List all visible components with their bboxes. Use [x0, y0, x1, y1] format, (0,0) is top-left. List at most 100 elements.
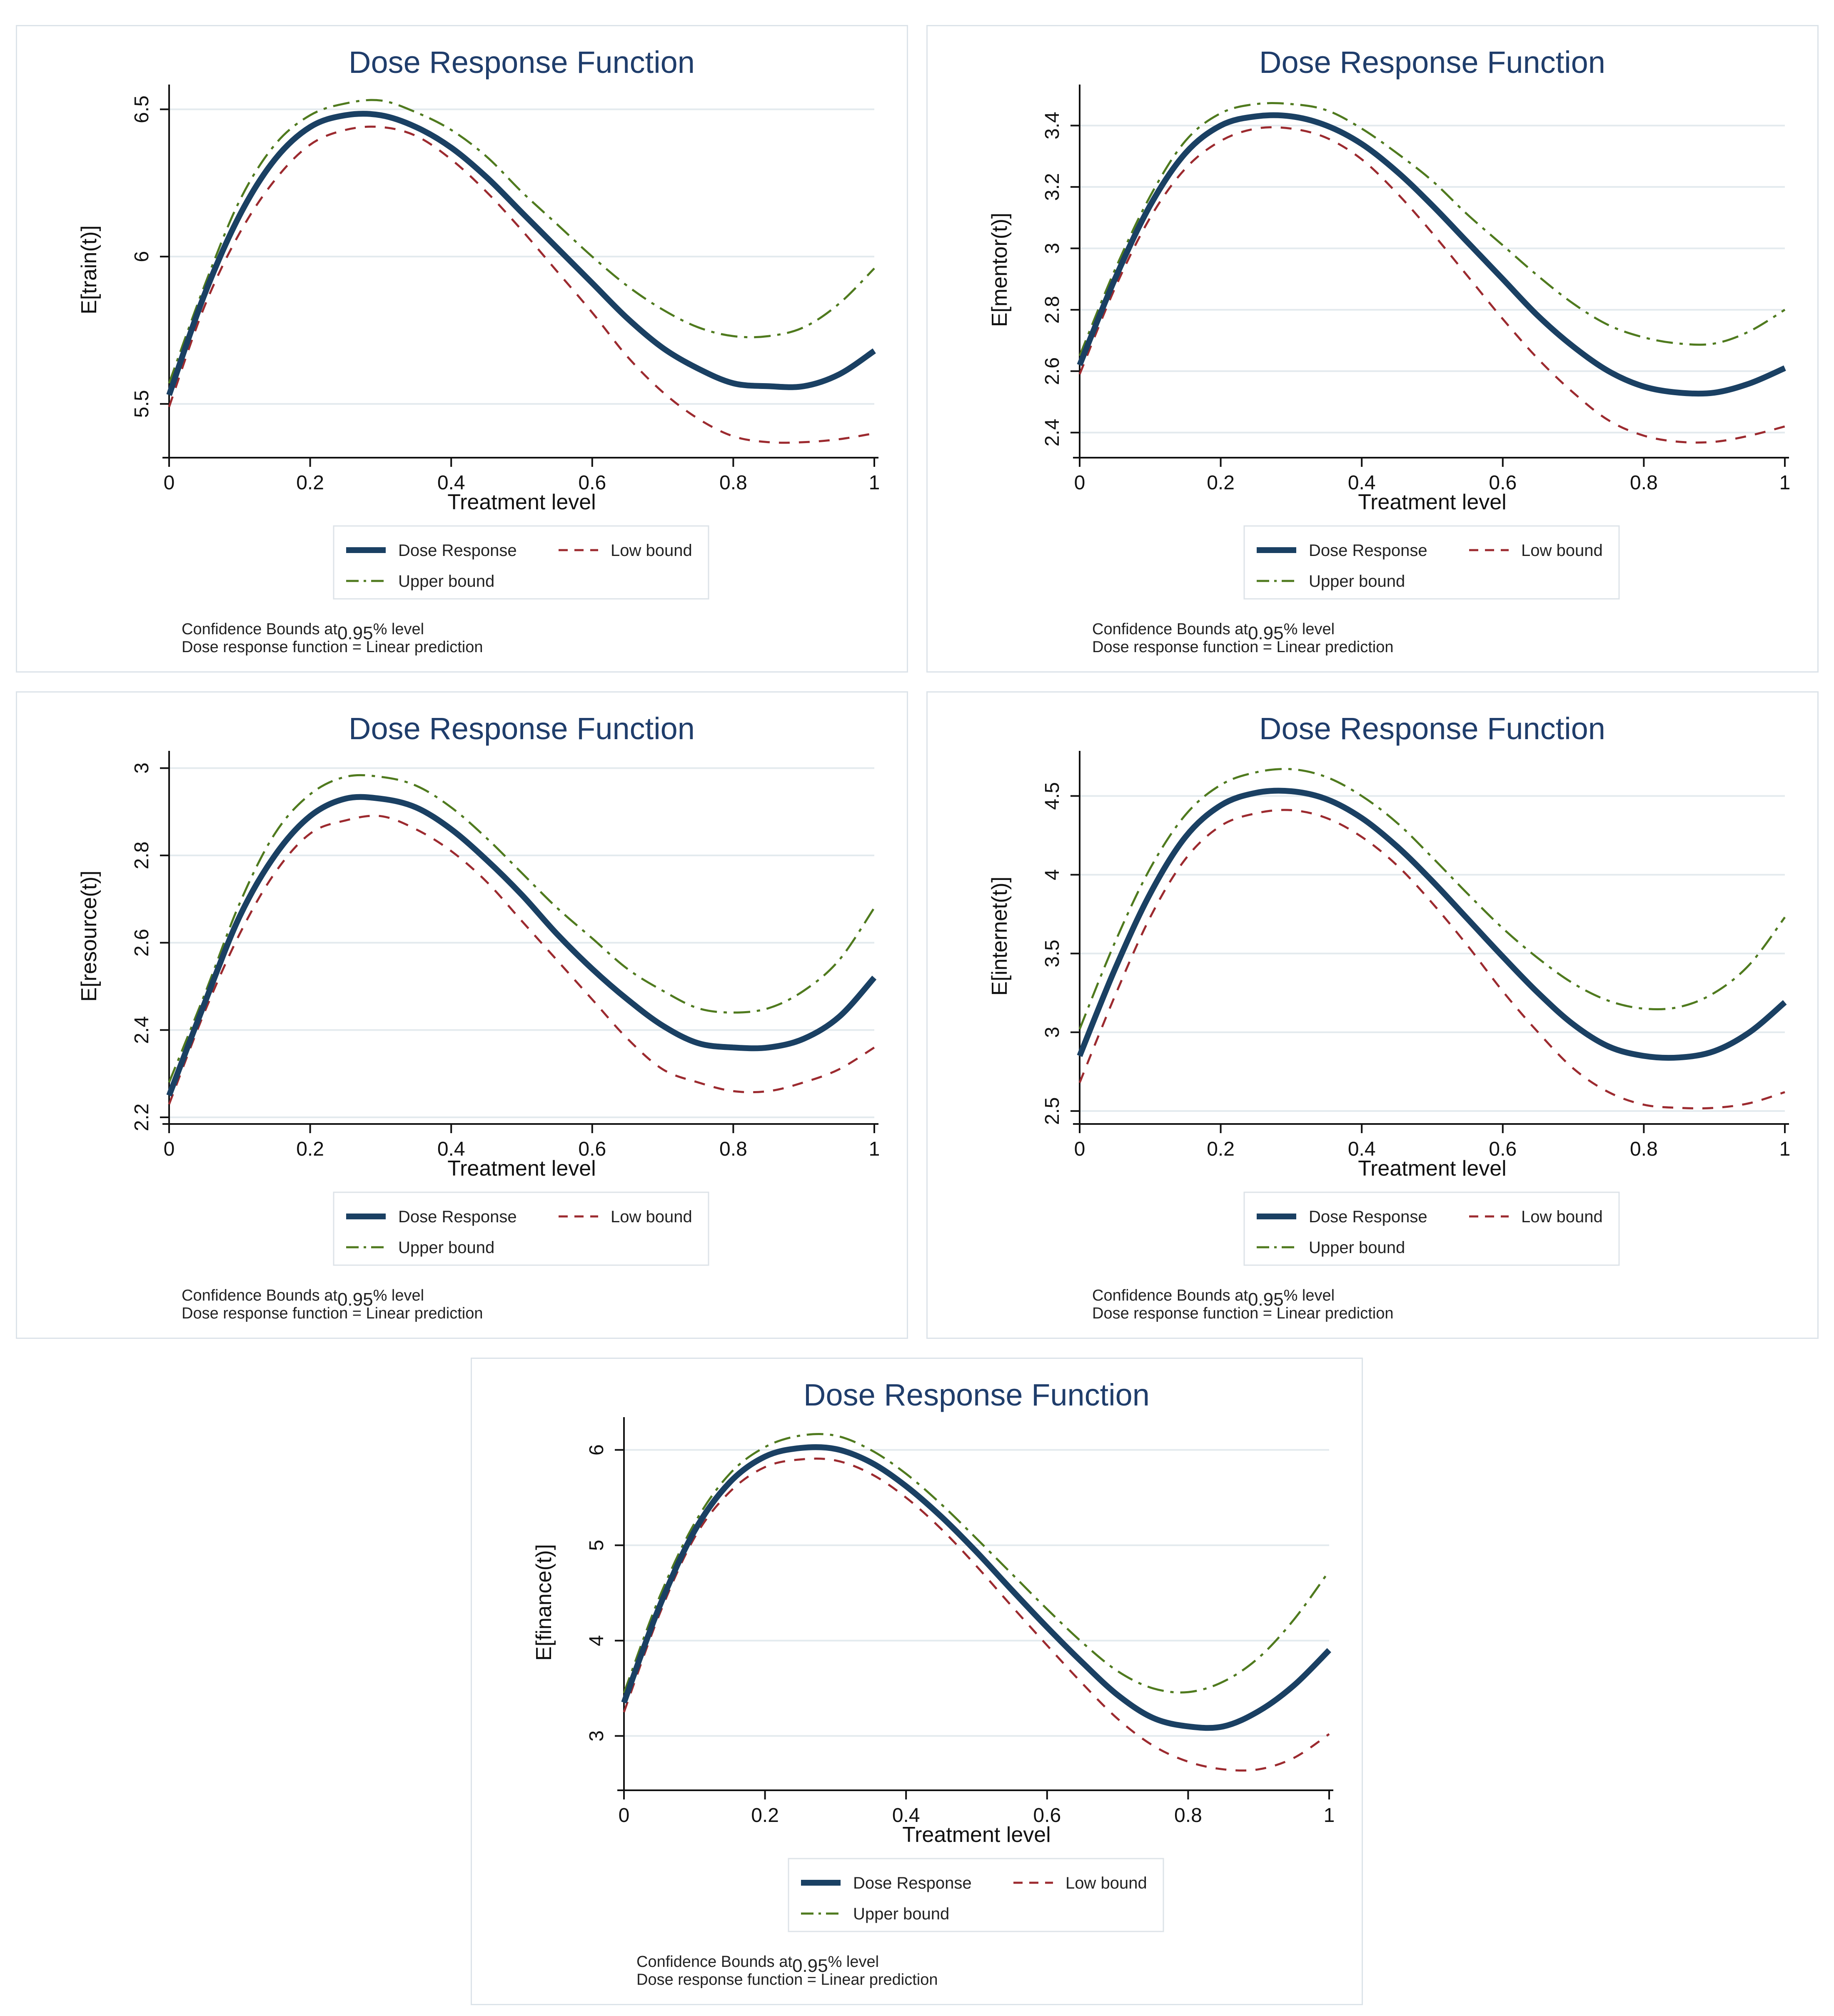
legend-box: [788, 1858, 1164, 1932]
y-tick-label: 3.5: [1041, 939, 1063, 967]
chart-title: Dose Response Function: [1259, 45, 1605, 80]
x-tick-label: 0.6: [1033, 1804, 1061, 1827]
legend-box: [333, 525, 709, 600]
note-level: 0.95: [337, 623, 373, 643]
note-level: 0.95: [792, 1956, 828, 1976]
x-tick-label: 1: [1779, 1138, 1791, 1160]
y-axis-label: E[finance(t)]: [532, 1544, 556, 1661]
y-tick-label: 2.4: [131, 1016, 153, 1044]
legend: Dose Response Low bound Upper bound: [1243, 1191, 1620, 1266]
x-tick-label: 0.8: [1174, 1804, 1202, 1827]
x-tick-label: 0.2: [296, 1138, 324, 1160]
series-line-low: [623, 1458, 1330, 1772]
x-tick-label: 0: [1074, 472, 1085, 494]
chart-panel-train: Dose Response Function 5.5 6 6.5 0 0.2 0.4 0.6 0…: [16, 25, 908, 673]
chart-title: Dose Response Function: [349, 711, 695, 746]
legend-label-low: Low bound: [611, 541, 692, 560]
series-line-low: [168, 125, 875, 444]
legend-label-upper: Upper bound: [1309, 1239, 1405, 1257]
dose-function-note: Dose response function = Linear predicti…: [636, 1971, 938, 1989]
y-tick-label: 3.4: [1041, 112, 1063, 140]
x-tick-label: 0.2: [751, 1804, 779, 1827]
y-tick-label: 2.6: [1041, 357, 1063, 385]
confidence-note: Confidence Bounds at0.95% level: [1092, 620, 1335, 643]
dose-function-note: Dose response function = Linear predicti…: [182, 638, 483, 656]
y-axis-label: E[internet(t)]: [988, 877, 1012, 996]
legend: Dose Response Low bound Upper bound: [333, 525, 709, 600]
series-line-dose: [166, 794, 877, 1097]
confidence-note: Confidence Bounds at0.95% level: [636, 1953, 879, 1976]
chart-panel-mentor: Dose Response Function 2.4 2.6 2.8 3 3.2 3.4 0 0…: [926, 25, 1819, 673]
legend-label-low: Low bound: [611, 1208, 692, 1226]
legend: Dose Response Low bound Upper bound: [1243, 525, 1620, 600]
x-tick-label: 0.4: [437, 1138, 465, 1160]
x-axis-label: Treatment level: [1358, 490, 1506, 514]
series-line-dose: [621, 1444, 1331, 1731]
chart-svg: Dose Response Function 2.5 3 3.5 4 4.5 0 0.2 0.4…: [988, 711, 1791, 1322]
dose-function-note: Dose response function = Linear predicti…: [182, 1305, 483, 1322]
legend-label-upper: Upper bound: [1309, 572, 1405, 591]
legend-label-dose: Dose Response: [1309, 541, 1427, 560]
legend-label-dose: Dose Response: [398, 1208, 517, 1226]
y-tick-label: 5: [586, 1540, 608, 1551]
x-axis-label: Treatment level: [447, 490, 596, 514]
y-tick-label: 2.2: [131, 1104, 153, 1131]
y-tick-label: 6: [131, 251, 153, 262]
y-tick-label: 3: [1041, 243, 1063, 254]
x-tick-label: 0.6: [578, 472, 606, 494]
y-tick-label: 4: [1041, 869, 1063, 880]
x-tick-label: 0.4: [1348, 472, 1376, 494]
x-axis-label: Treatment level: [447, 1156, 596, 1181]
x-tick-label: 0.4: [437, 472, 465, 494]
series-line-upper: [623, 1433, 1330, 1694]
y-tick-label: 2.5: [1041, 1097, 1063, 1125]
series-line-upper: [168, 99, 875, 384]
x-tick-label: 0.6: [1489, 472, 1517, 494]
chart-panel-resource: Dose Response Function 2.2 2.4 2.6 2.8 3 0 0.2 0…: [16, 691, 908, 1339]
note-prefix: Confidence Bounds at: [182, 1287, 337, 1304]
legend-box: [333, 1191, 709, 1266]
y-tick-label: 4.5: [1041, 782, 1063, 810]
y-tick-label: 6: [586, 1444, 608, 1455]
legend: Dose Response Low bound Upper bound: [788, 1858, 1164, 1932]
y-axis-label: E[mentor(t)]: [988, 213, 1012, 327]
x-tick-label: 0: [164, 472, 175, 494]
chart-svg: Dose Response Function 3 4 5 6 0 0.2 0.4 0.6 0.8 1…: [532, 1378, 1335, 1989]
y-tick-label: 3.2: [1041, 173, 1063, 201]
series-line-upper: [1078, 102, 1786, 356]
series-line-low: [1078, 809, 1785, 1109]
legend-label-upper: Upper bound: [853, 1905, 949, 1923]
x-tick-label: 0.2: [296, 472, 324, 494]
legend-label-dose: Dose Response: [398, 541, 517, 560]
y-tick-label: 3: [586, 1730, 608, 1742]
legend-box: [1243, 1191, 1620, 1266]
y-tick-label: 2.8: [131, 842, 153, 870]
note-suffix: % level: [373, 1287, 424, 1304]
confidence-note: Confidence Bounds at0.95% level: [182, 620, 424, 643]
x-axis-label: Treatment level: [1358, 1156, 1506, 1181]
confidence-note: Confidence Bounds at0.95% level: [182, 1287, 424, 1310]
note-prefix: Confidence Bounds at: [1092, 620, 1248, 638]
legend-label-low: Low bound: [1521, 541, 1603, 560]
x-tick-label: 0.8: [719, 1138, 747, 1160]
legend-label-upper: Upper bound: [398, 572, 494, 591]
y-tick-label: 3: [1041, 1027, 1063, 1038]
series-line-low: [1078, 126, 1785, 444]
x-tick-label: 0.8: [1630, 472, 1658, 494]
y-axis-label: E[resource(t)]: [77, 871, 101, 1002]
y-axis-label: E[train(t)]: [77, 225, 101, 314]
chart-title: Dose Response Function: [803, 1378, 1150, 1412]
x-tick-label: 0.2: [1207, 1138, 1235, 1160]
x-tick-label: 0.4: [892, 1804, 920, 1827]
legend-label-upper: Upper bound: [398, 1239, 494, 1257]
x-tick-label: 1: [1779, 472, 1791, 494]
chart-svg: Dose Response Function 5.5 6 6.5 0 0.2 0.4 0.6 0…: [77, 45, 880, 656]
x-axis-label: Treatment level: [902, 1823, 1050, 1847]
x-tick-label: 0.8: [1630, 1138, 1658, 1160]
chart-svg: Dose Response Function 2.4 2.6 2.8 3 3.2 3.4 0 0…: [988, 45, 1791, 656]
x-tick-label: 0.6: [1489, 1138, 1517, 1160]
legend-label-dose: Dose Response: [1309, 1208, 1427, 1226]
series-line-upper: [1078, 768, 1786, 1030]
note-prefix: Confidence Bounds at: [182, 620, 337, 638]
y-tick-label: 2.4: [1041, 419, 1063, 446]
